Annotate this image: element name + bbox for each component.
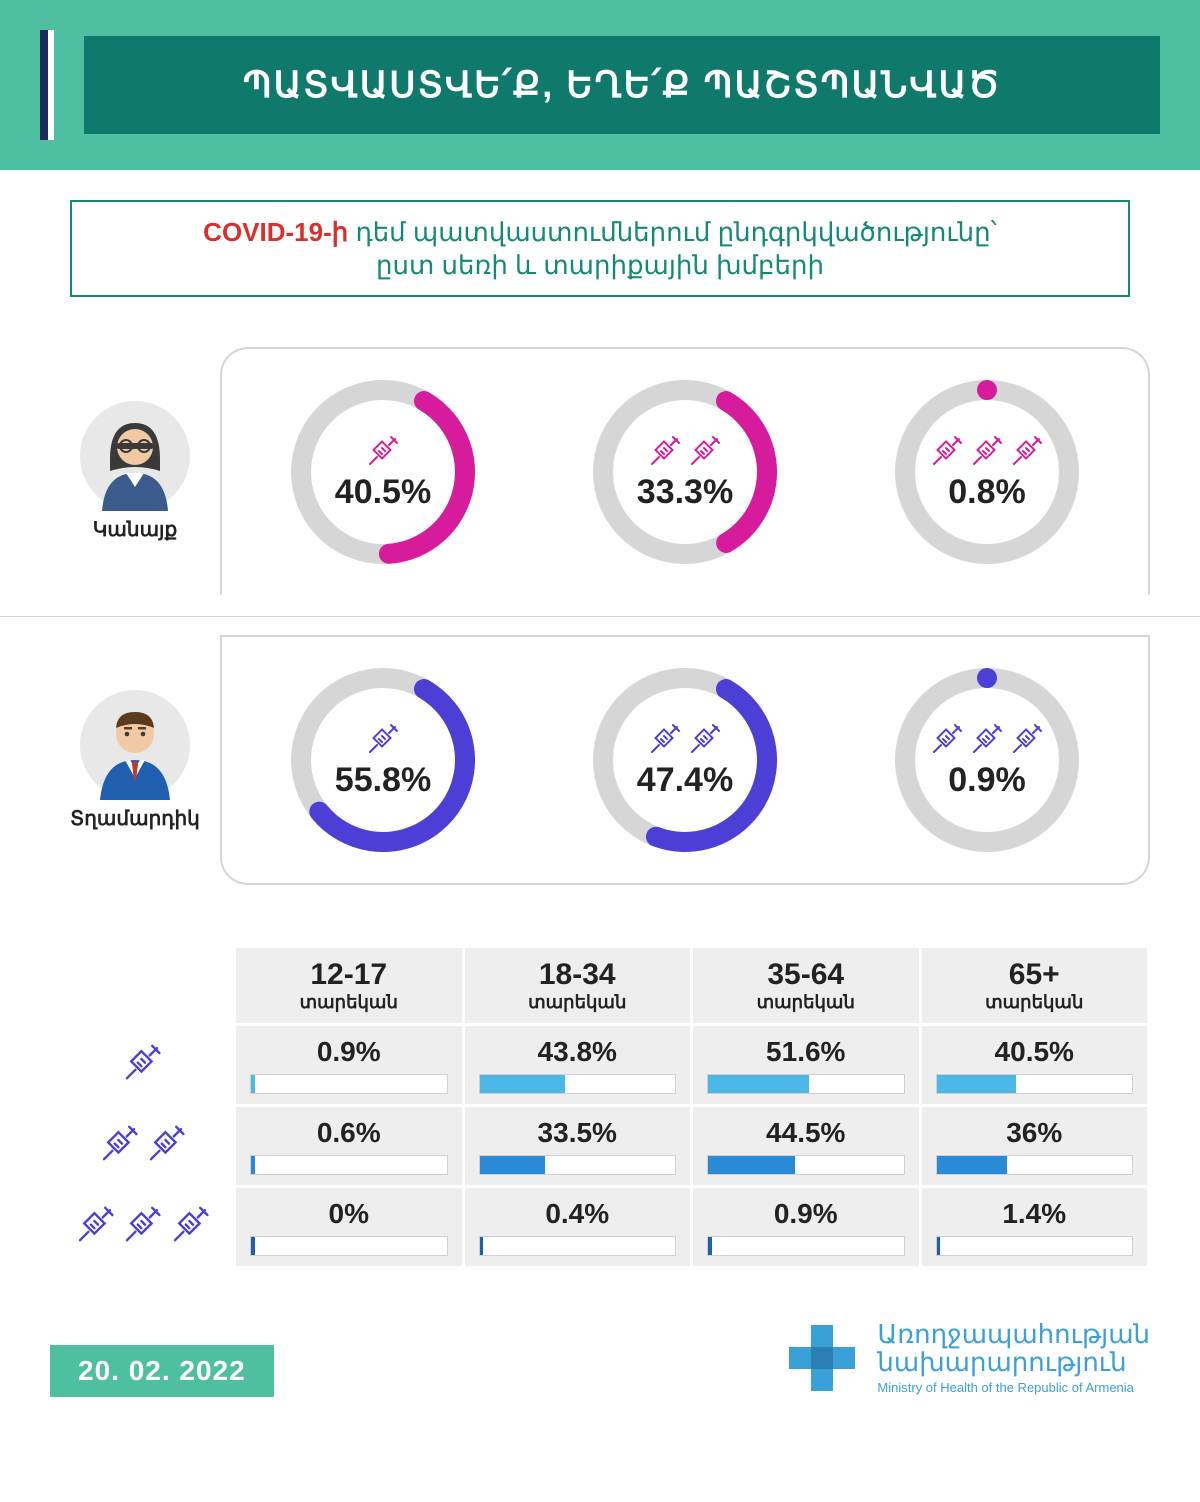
age-table: 12-17 տարեկան 18-34 տարեկան 35-64 տարեկա… [50, 945, 1150, 1269]
syringe-icon [365, 721, 401, 757]
syringe-icon [1009, 721, 1045, 757]
age-cell: 0.6% [236, 1107, 462, 1185]
ministry-name-line2: նախարարություն [877, 1349, 1150, 1376]
syringe-icon [74, 1203, 117, 1246]
age-row-label [53, 1107, 233, 1185]
gender-label-text: Տղամարդիկ [50, 806, 220, 831]
gender-divider [0, 616, 1200, 617]
age-row-label [53, 1026, 233, 1104]
subtitle-line1: դեմ պատվաստումներում ընդգրկվածությունը՝ [348, 217, 997, 247]
donut-male-dose2: 47.4% [550, 655, 820, 865]
page-title: ՊԱՏՎԱՍՏՎԵ՛Ք, ԵՂԵ՛Ք ՊԱՇՏՊԱՆՎԱԾ [84, 36, 1160, 134]
donut-panel-female: 40.5% 33.3% [220, 347, 1150, 595]
age-cell: 43.8% [465, 1026, 691, 1104]
age-col-header: 18-34 տարեկան [465, 948, 691, 1023]
donut-pct-label: 0.8% [948, 473, 1026, 512]
donut-female-dose2: 33.3% [550, 367, 820, 577]
table-corner [53, 948, 233, 1023]
age-cell: 44.5% [693, 1107, 919, 1185]
date-badge: 20. 02. 2022 [50, 1345, 274, 1397]
age-row-dose3: 0% 0.4% 0.9% 1.4% [53, 1188, 1147, 1266]
donut-pct-label: 0.9% [948, 761, 1026, 800]
syringe-icon [929, 721, 965, 757]
male-avatar-icon [80, 690, 190, 800]
header-accent [40, 30, 54, 140]
syringe-icon [145, 1122, 188, 1165]
age-cell: 1.4% [922, 1188, 1148, 1266]
donut-male-dose3: 0.9% [852, 655, 1122, 865]
donut-pct-label: 33.3% [637, 473, 733, 512]
age-cell: 51.6% [693, 1026, 919, 1104]
age-cell: 0.9% [236, 1026, 462, 1104]
syringe-icon [647, 721, 683, 757]
syringe-icon [1009, 433, 1045, 469]
donut-panel-male: 55.8% 47.4% [220, 635, 1150, 885]
donut-pct-label: 40.5% [335, 473, 431, 512]
age-cell: 0.4% [465, 1188, 691, 1266]
ministry-name-en: Ministry of Health of the Republic of Ar… [877, 1380, 1150, 1395]
syringe-icon [969, 433, 1005, 469]
age-col-header: 65+ տարեկան [922, 948, 1148, 1023]
ministry-cross-icon [783, 1319, 861, 1397]
age-row-dose1: 0.9% 43.8% 51.6% 40.5% [53, 1026, 1147, 1104]
syringe-icon [121, 1203, 164, 1246]
syringe-icon [365, 433, 401, 469]
age-cell: 33.5% [465, 1107, 691, 1185]
donut-pct-label: 47.4% [637, 761, 733, 800]
syringe-icon [929, 433, 965, 469]
female-avatar-icon [80, 401, 190, 511]
age-cell: 0% [236, 1188, 462, 1266]
subtitle-box: COVID-19-ի դեմ պատվաստումներում ընդգրկվա… [70, 200, 1130, 297]
syringe-icon [169, 1203, 212, 1246]
age-col-header: 12-17 տարեկան [236, 948, 462, 1023]
content-area: COVID-19-ի դեմ պատվաստումներում ընդգրկվա… [0, 170, 1200, 1289]
donut-pct-label: 55.8% [335, 761, 431, 800]
syringe-icon [969, 721, 1005, 757]
gender-row-male: Տղամարդիկ 55.8% [50, 615, 1150, 905]
gender-section: Կանայք 40.5% [50, 327, 1150, 905]
age-cell: 0.9% [693, 1188, 919, 1266]
subtitle-covid: COVID-19-ի [203, 217, 348, 247]
donut-male-dose1: 55.8% [248, 655, 518, 865]
donut-female-dose1: 40.5% [248, 367, 518, 577]
syringe-icon [687, 433, 723, 469]
syringe-icon [121, 1041, 164, 1084]
ministry-logo-block: Առողջապահության նախարարություն Ministry … [783, 1319, 1150, 1397]
age-cell: 40.5% [922, 1026, 1148, 1104]
syringe-icon [647, 433, 683, 469]
syringe-icon [98, 1122, 141, 1165]
subtitle-line2: ըստ սեռի և տարիքային խմբերի [376, 250, 824, 280]
syringe-icon [687, 721, 723, 757]
age-row-label [53, 1188, 233, 1266]
gender-label-text: Կանայք [50, 517, 220, 542]
age-row-dose2: 0.6% 33.5% 44.5% 36% [53, 1107, 1147, 1185]
ministry-name-line1: Առողջապահության [877, 1321, 1150, 1348]
header-band: ՊԱՏՎԱՍՏՎԵ՛Ք, ԵՂԵ՛Ք ՊԱՇՏՊԱՆՎԱԾ [0, 0, 1200, 170]
gender-row-female: Կանայք 40.5% [50, 327, 1150, 615]
age-col-header: 35-64 տարեկան [693, 948, 919, 1023]
donut-female-dose3: 0.8% [852, 367, 1122, 577]
age-cell: 36% [922, 1107, 1148, 1185]
footer: 20. 02. 2022 Առողջապահության նախարարությ… [0, 1289, 1200, 1427]
